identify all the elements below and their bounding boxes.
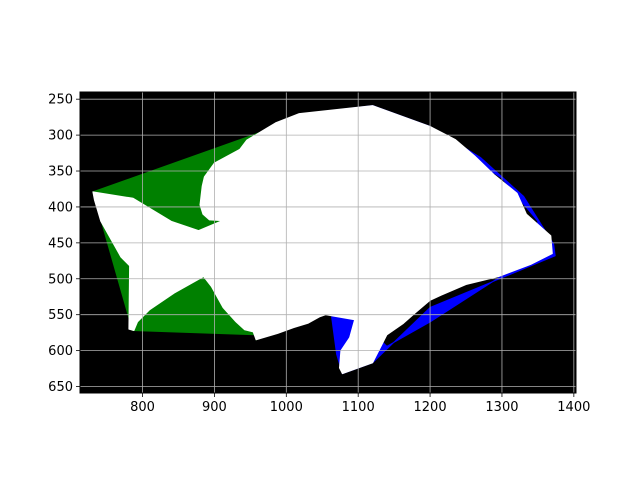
y-tick-label: 400: [48, 200, 73, 215]
x-tick-label: 1000: [270, 400, 303, 415]
gridlines: [80, 92, 576, 393]
y-tick-label: 450: [48, 236, 73, 251]
y-tick-label: 350: [48, 165, 73, 180]
y-tick-label: 650: [48, 380, 73, 395]
x-tick-label: 1300: [485, 400, 518, 415]
x-tick-label: 1100: [342, 400, 375, 415]
y-tick-label: 300: [48, 129, 73, 144]
y-tick-label: 500: [48, 272, 73, 287]
y-tick-label: 250: [48, 93, 73, 108]
axis-ticks: 800 900 1000 1100 1200 1300 1400 250 300 350 400 45…: [48, 93, 590, 415]
x-tick-label: 1200: [414, 400, 447, 415]
y-tick-label: 550: [48, 308, 73, 323]
y-tick-label: 600: [48, 344, 73, 359]
x-tick-label: 800: [130, 400, 155, 415]
x-tick-label: 1400: [557, 400, 590, 415]
region-4: [92, 105, 553, 375]
x-tick-label: 900: [202, 400, 227, 415]
